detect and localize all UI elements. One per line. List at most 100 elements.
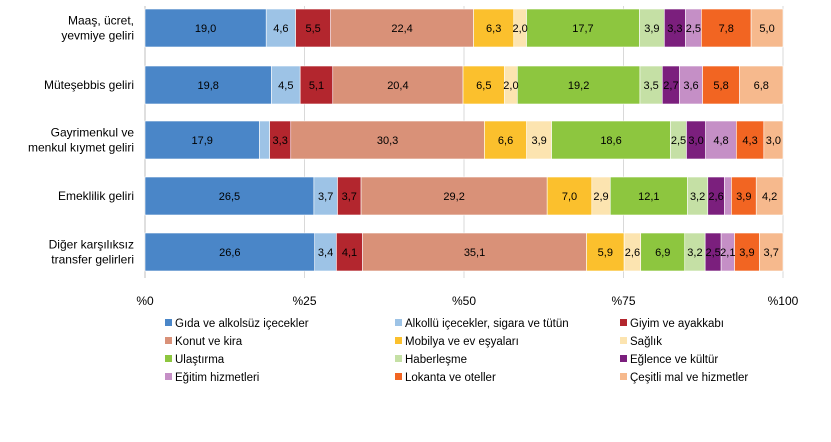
data-label: 5,5 bbox=[305, 23, 320, 35]
bar-segment bbox=[290, 120, 485, 160]
data-label: 5,9 bbox=[598, 247, 613, 259]
category-label: Diğer karşılıksız transfer gelirleri bbox=[49, 238, 134, 267]
data-label: 3,6 bbox=[683, 80, 698, 92]
legend: Gıda ve alkolsüz içecekler Alkollü içecek… bbox=[165, 318, 748, 384]
bar-segment bbox=[763, 120, 784, 160]
data-label: 6,5 bbox=[476, 80, 491, 92]
category-label: Maaş, ücret, yevmiye geliri bbox=[61, 14, 134, 43]
x-tick-labels-layer: %0 %25 %50 %75 %100 bbox=[136, 294, 798, 308]
legend-swatch bbox=[395, 373, 402, 380]
data-label: 3,9 bbox=[739, 247, 754, 259]
bar-segment bbox=[330, 8, 474, 48]
bar-segment bbox=[639, 8, 665, 48]
data-label: 19,0 bbox=[195, 23, 216, 35]
legend-label: Ulaştırma bbox=[175, 354, 225, 366]
data-label: 3,4 bbox=[318, 247, 333, 259]
data-label: 6,3 bbox=[486, 23, 501, 35]
data-label: 2,6 bbox=[625, 247, 640, 259]
bar-segment bbox=[462, 65, 505, 105]
data-label: 3,0 bbox=[688, 135, 703, 147]
data-label: 30,3 bbox=[377, 135, 398, 147]
data-label: 4,1 bbox=[342, 247, 357, 259]
legend-label: Çeşitli mal ve hizmetler bbox=[630, 372, 748, 384]
data-label: 6,9 bbox=[655, 247, 670, 259]
bar-segment bbox=[517, 65, 641, 105]
bar-segment bbox=[750, 8, 784, 48]
bars-layer bbox=[144, 8, 784, 272]
bar-segment bbox=[144, 120, 260, 160]
data-label: 3,9 bbox=[736, 191, 751, 203]
data-label: 17,7 bbox=[572, 23, 593, 35]
data-label: 2,0 bbox=[512, 23, 527, 35]
data-label: 5,1 bbox=[309, 80, 324, 92]
legend-label: Haberleşme bbox=[405, 354, 467, 366]
data-label: 7,8 bbox=[719, 23, 734, 35]
bar-segment bbox=[734, 232, 760, 272]
data-label: 3,9 bbox=[531, 135, 546, 147]
data-label: 19,8 bbox=[198, 80, 219, 92]
x-tick-label: %75 bbox=[611, 294, 635, 308]
data-label: 4,3 bbox=[742, 135, 757, 147]
data-label: 2,0 bbox=[503, 80, 518, 92]
legend-swatch bbox=[620, 355, 627, 362]
data-label: 2,6 bbox=[708, 191, 723, 203]
bar-segment bbox=[336, 232, 363, 272]
data-label: 3,0 bbox=[766, 135, 781, 147]
legend-swatch bbox=[165, 337, 172, 344]
data-label: 26,6 bbox=[219, 247, 240, 259]
data-label: 4,2 bbox=[762, 191, 777, 203]
legend-swatch bbox=[165, 373, 172, 380]
data-label: 4,5 bbox=[278, 80, 293, 92]
data-label: 2,5 bbox=[705, 247, 720, 259]
category-label: Müteşebbis geliri bbox=[44, 78, 134, 92]
legend-swatch bbox=[395, 355, 402, 362]
x-tick-label: %0 bbox=[136, 294, 154, 308]
data-label: 3,5 bbox=[643, 80, 658, 92]
x-tick-label: %50 bbox=[452, 294, 476, 308]
data-label: 20,4 bbox=[387, 80, 408, 92]
data-label: 6,6 bbox=[498, 135, 513, 147]
legend-label: Lokanta ve oteller bbox=[405, 372, 496, 384]
legend-label: Eğitim hizmetleri bbox=[175, 372, 259, 384]
data-label: 3,7 bbox=[342, 191, 357, 203]
data-label: 18,6 bbox=[600, 135, 621, 147]
data-label: 3,2 bbox=[687, 247, 702, 259]
bar-segment bbox=[144, 232, 316, 272]
bar-segment bbox=[144, 176, 315, 216]
legend-label: Alkollü içecekler, sigara ve tütün bbox=[405, 318, 569, 330]
bar-segment bbox=[546, 176, 593, 216]
data-label: 7,0 bbox=[562, 191, 577, 203]
data-label: 6,8 bbox=[754, 80, 769, 92]
bar-segment bbox=[701, 8, 752, 48]
legend-swatch bbox=[395, 319, 402, 326]
x-tick-label: %100 bbox=[768, 294, 799, 308]
data-label: 4,8 bbox=[713, 135, 728, 147]
x-tick-label: %25 bbox=[292, 294, 316, 308]
legend-swatch bbox=[620, 319, 627, 326]
bar-segment bbox=[755, 176, 784, 216]
data-label: 2,5 bbox=[671, 135, 686, 147]
legend-swatch bbox=[165, 319, 172, 326]
data-label: 3,7 bbox=[318, 191, 333, 203]
data-label: 17,9 bbox=[192, 135, 213, 147]
data-label: 22,4 bbox=[391, 23, 412, 35]
data-label: 3,3 bbox=[273, 135, 288, 147]
legend-label: Gıda ve alkolsüz içecekler bbox=[175, 318, 309, 330]
legend-swatch bbox=[165, 355, 172, 362]
bar-segment bbox=[362, 232, 587, 272]
data-label: 2,7 bbox=[663, 80, 678, 92]
legend-label: Eğlence ve kültür bbox=[630, 354, 718, 366]
data-label: 5,8 bbox=[713, 80, 728, 92]
legend-label: Giyim ve ayakkabı bbox=[630, 318, 724, 330]
data-label: 5,0 bbox=[759, 23, 774, 35]
data-label: 3,3 bbox=[667, 23, 682, 35]
data-label: 4,6 bbox=[273, 23, 288, 35]
data-label: 26,5 bbox=[219, 191, 240, 203]
data-label: 2,9 bbox=[593, 191, 608, 203]
bar-segment bbox=[271, 65, 301, 105]
category-label: Gayrimenkul ve menkul kıymet geliri bbox=[28, 126, 134, 155]
bar-segment bbox=[526, 120, 552, 160]
legend-swatch bbox=[620, 337, 627, 344]
